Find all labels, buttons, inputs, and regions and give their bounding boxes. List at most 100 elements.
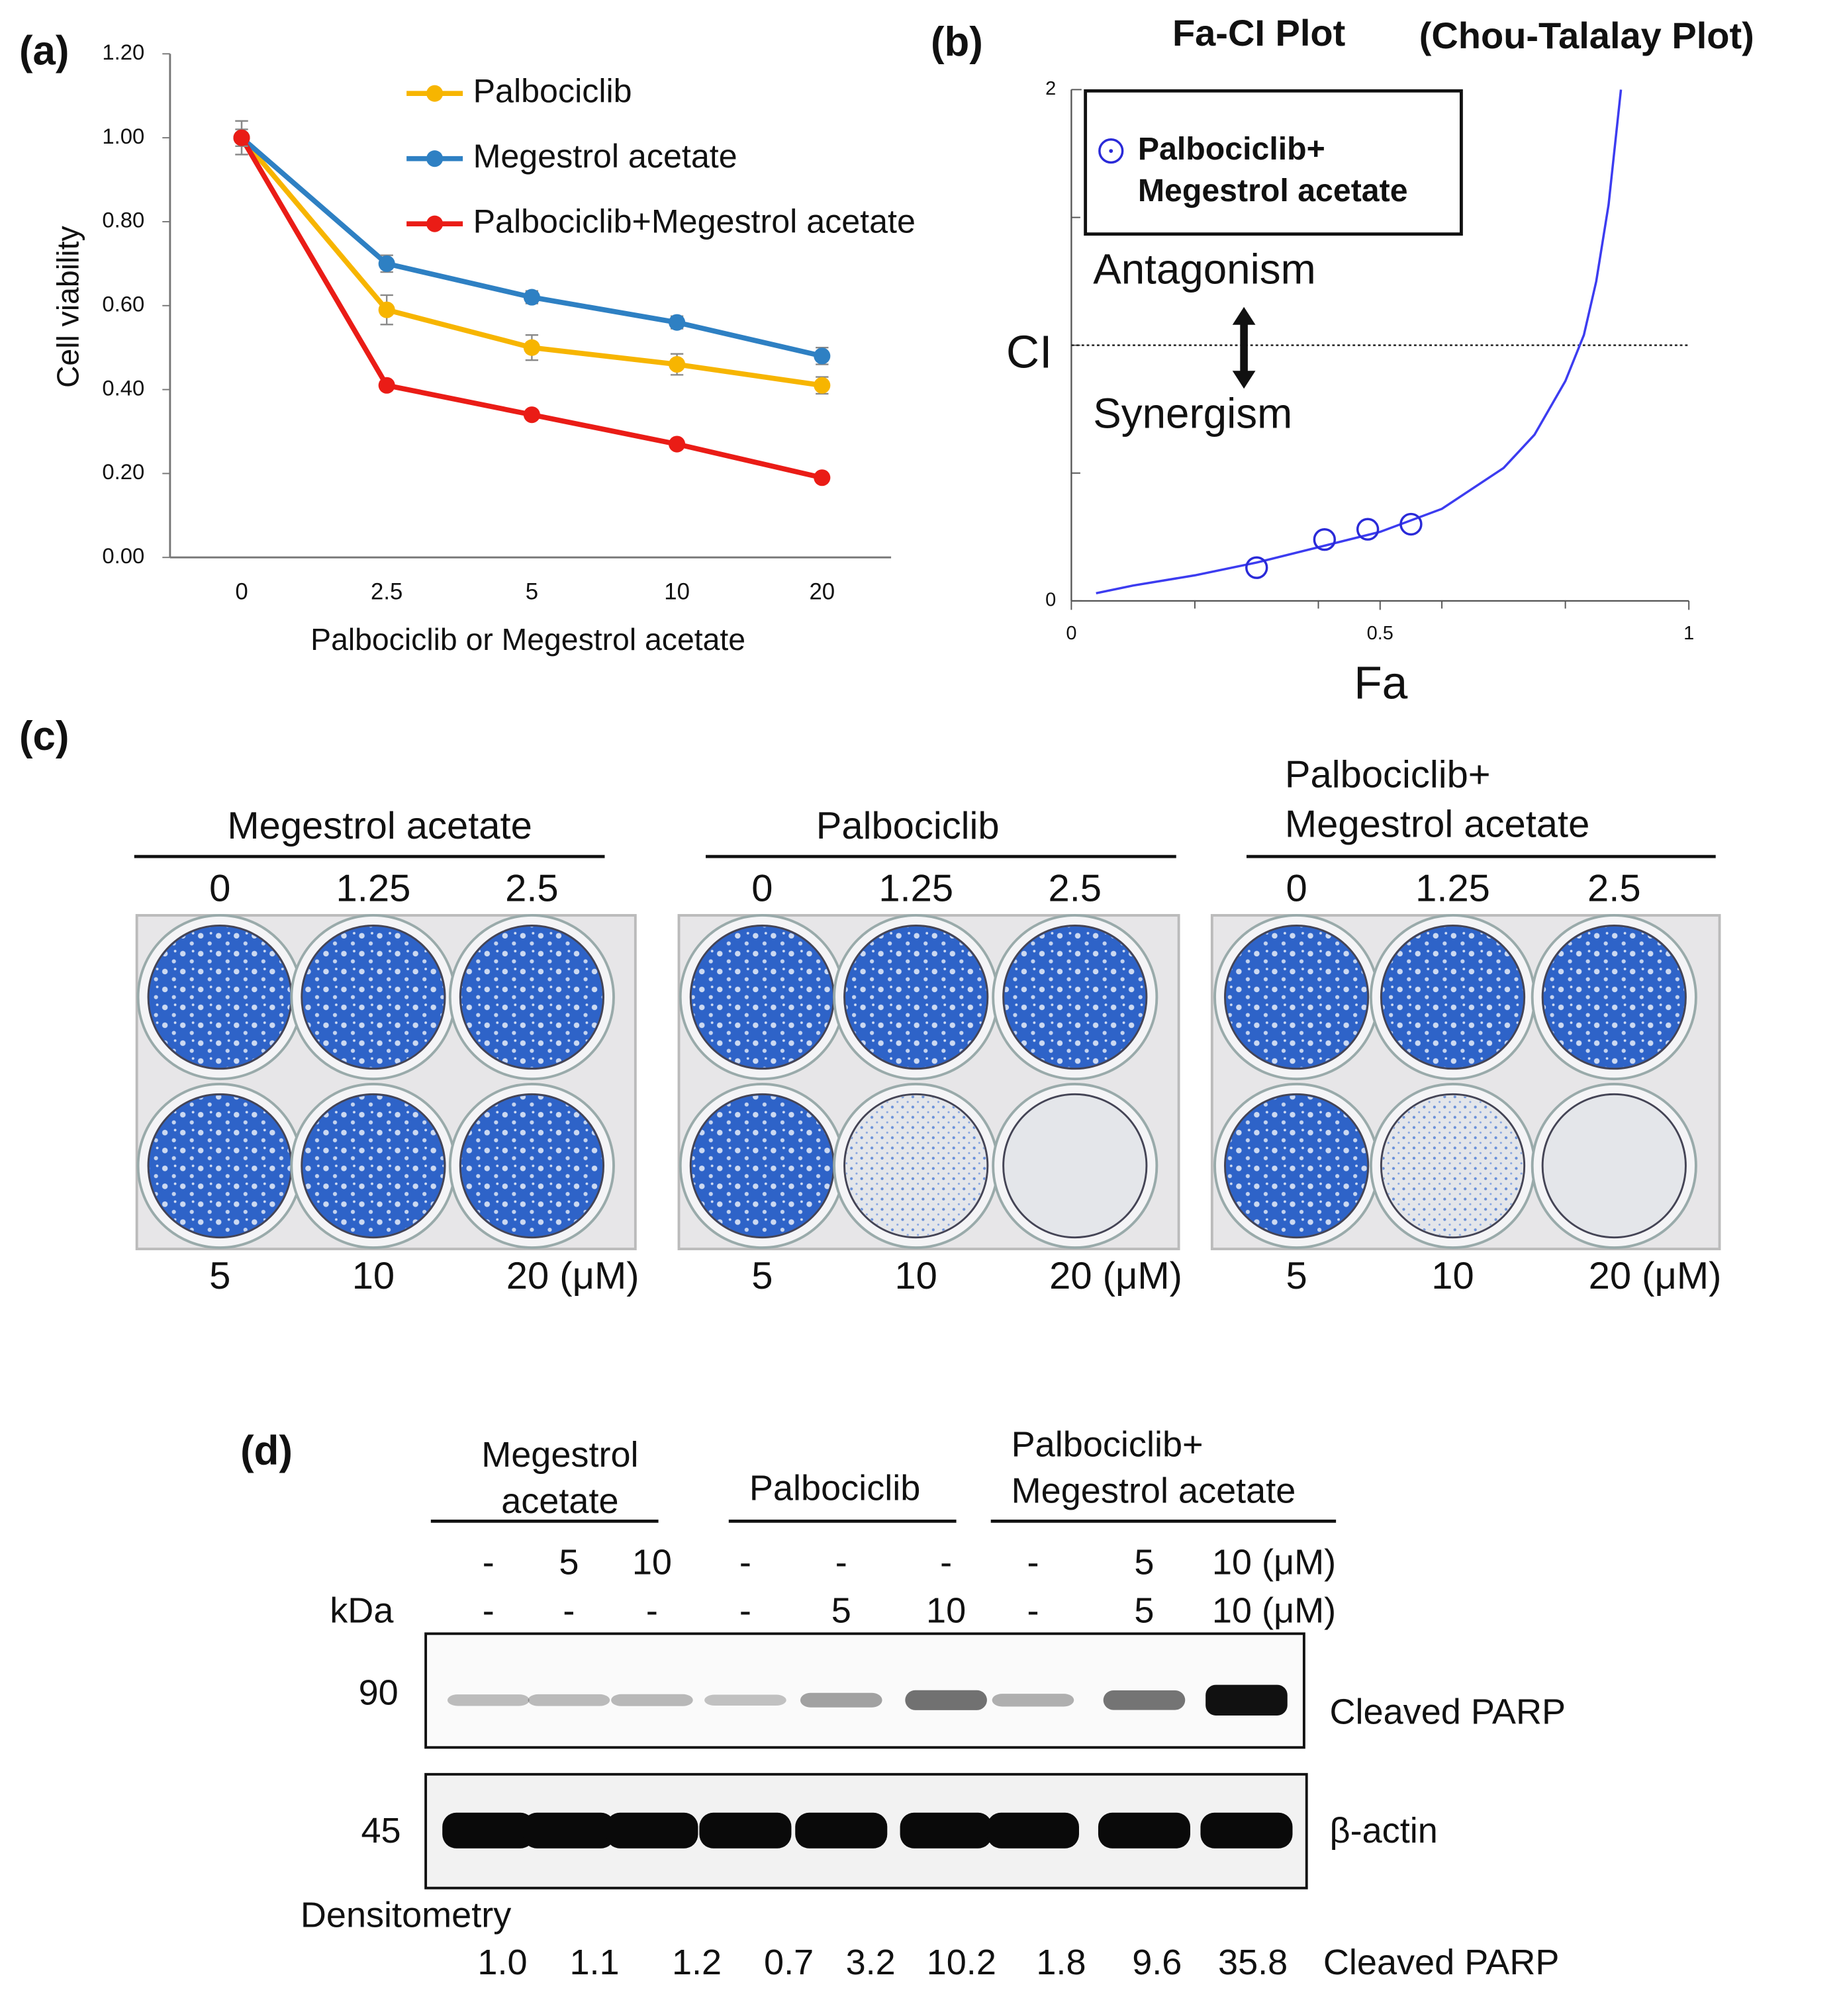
point	[378, 301, 395, 318]
y-tick-label: 2	[1045, 78, 1056, 99]
densitometry-value: 0.7	[764, 1943, 814, 1982]
well-texture	[303, 927, 444, 1068]
group-header: Palbociclib+ Megestrol acetate	[1285, 754, 1589, 846]
band-label: Cleaved PARP	[1330, 1692, 1566, 1731]
dose-label: 2.5	[1049, 868, 1102, 910]
legend-marker	[426, 215, 444, 232]
dose-label: 1.25	[878, 868, 953, 910]
annotation: Synergism	[1093, 390, 1292, 437]
point	[669, 435, 686, 453]
treatment-label: -	[1027, 1542, 1039, 1582]
y-axis-label: CI	[1006, 326, 1053, 377]
dose-label: 10	[352, 1255, 395, 1297]
legend-box	[1084, 89, 1463, 236]
parp-band	[992, 1694, 1074, 1707]
x-tick-label: 0.5	[1367, 623, 1393, 644]
band-label: β-actin	[1330, 1811, 1438, 1851]
legend-marker	[1098, 138, 1124, 164]
marker-label: 90	[359, 1672, 399, 1712]
treatment-label: 5	[559, 1542, 579, 1582]
point	[378, 255, 395, 272]
legend-marker-dot	[1109, 149, 1113, 153]
y-tick-label: 0.60	[102, 291, 144, 316]
treatment-label: -	[940, 1542, 952, 1582]
well-texture	[1382, 1095, 1523, 1236]
y-tick-label: 0.00	[102, 543, 144, 568]
y-tick-label: 1.00	[102, 124, 144, 148]
y-axis-label: Cell viability	[50, 226, 85, 388]
group-header: Palbociclib	[749, 1468, 920, 1508]
well	[1002, 1093, 1148, 1239]
actin-band	[986, 1812, 1079, 1849]
treatment-label: 5	[1134, 1591, 1154, 1631]
point	[523, 406, 540, 424]
densitometry-title: Densitometry	[301, 1895, 511, 1935]
densitometry-value: 9.6	[1132, 1943, 1182, 1982]
parp-band	[704, 1694, 786, 1706]
well-texture	[149, 927, 291, 1068]
parp-band	[447, 1694, 530, 1706]
treatment-label: -	[563, 1591, 575, 1631]
well-texture	[149, 1095, 291, 1236]
treatment-label: 10 (μM)	[1212, 1591, 1336, 1631]
point	[378, 377, 395, 394]
point	[814, 469, 831, 486]
actin-band	[606, 1812, 698, 1849]
well-texture	[1226, 1095, 1367, 1236]
point	[523, 339, 540, 356]
x-tick-label: 0	[1066, 623, 1076, 644]
dose-label: 0	[209, 868, 230, 910]
x-axis-label: Palbociclib or Megestrol acetate	[310, 622, 745, 657]
dose-label: 1.25	[336, 868, 411, 910]
x-tick-label: 5	[526, 579, 538, 604]
treatment-label: -	[739, 1591, 751, 1631]
dose-label: 5	[209, 1255, 230, 1297]
group-header: Palbociclib+ Megestrol acetate	[1012, 1425, 1296, 1511]
actin-band	[442, 1812, 535, 1849]
actin-band	[699, 1812, 792, 1849]
treatment-label: 10	[926, 1591, 966, 1631]
dose-label: 1.25	[1415, 868, 1490, 910]
group-header: Megestrol acetate	[227, 805, 532, 847]
densitometry-value: 10.2	[927, 1943, 996, 1982]
group-header: Palbociclib	[816, 805, 1000, 847]
double-arrow	[1232, 306, 1256, 389]
parp-band	[611, 1694, 693, 1706]
point	[1313, 528, 1337, 551]
actin-band	[795, 1812, 888, 1849]
well-texture	[1544, 927, 1685, 1068]
chart-subtitle: (Chou-Talalay Plot)	[1419, 15, 1754, 56]
treatment-label: 10	[632, 1542, 672, 1582]
treatment-label: -	[835, 1542, 847, 1582]
treatment-label: -	[483, 1542, 495, 1582]
well-texture	[692, 1095, 833, 1236]
dose-label: 20 (μM)	[1049, 1255, 1182, 1297]
y-tick-label: 0.80	[102, 208, 144, 232]
y-tick-label: 0	[1045, 590, 1056, 611]
parp-band	[905, 1690, 987, 1710]
fit-curve	[1096, 89, 1623, 595]
legend-text: Palbociclib	[473, 72, 632, 109]
y-tick-label: 0.40	[102, 375, 144, 400]
dose-label: 20 (μM)	[1589, 1255, 1722, 1297]
well-texture	[845, 1095, 986, 1236]
x-axis-label: Fa	[1354, 657, 1407, 709]
dose-label: 20 (μM)	[506, 1255, 639, 1297]
x-tick-label: 1	[1683, 623, 1694, 644]
x-tick-label: 20	[809, 579, 835, 604]
well-texture	[461, 1095, 602, 1236]
chart-title: Fa-CI Plot	[1172, 12, 1345, 54]
point	[523, 289, 540, 306]
point	[1399, 512, 1423, 536]
dose-label: 10	[894, 1255, 937, 1297]
kda-label: kDa	[330, 1591, 394, 1631]
y-tick-label: 1.20	[102, 40, 144, 64]
treatment-label: 10 (μM)	[1212, 1542, 1336, 1582]
legend-marker	[426, 150, 444, 167]
well-texture	[303, 1095, 444, 1236]
densitometry-label: Cleaved PARP	[1323, 1943, 1560, 1982]
parp-band	[1103, 1690, 1186, 1710]
treatment-label: -	[739, 1542, 751, 1582]
actin-band	[522, 1812, 615, 1849]
legend-text: Palbociclib+Megestrol acetate	[1138, 131, 1408, 208]
